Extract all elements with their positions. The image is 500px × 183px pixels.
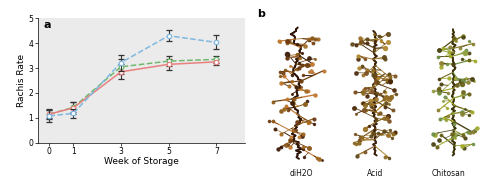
Text: b: b [258,9,266,19]
Text: Chitosan: Chitosan [432,169,466,178]
X-axis label: Week of Storage: Week of Storage [104,157,178,166]
Text: diH2O: diH2O [290,169,313,178]
Text: Acid: Acid [367,169,383,178]
Text: a: a [44,20,51,29]
Y-axis label: Rachis Rate: Rachis Rate [16,54,26,107]
